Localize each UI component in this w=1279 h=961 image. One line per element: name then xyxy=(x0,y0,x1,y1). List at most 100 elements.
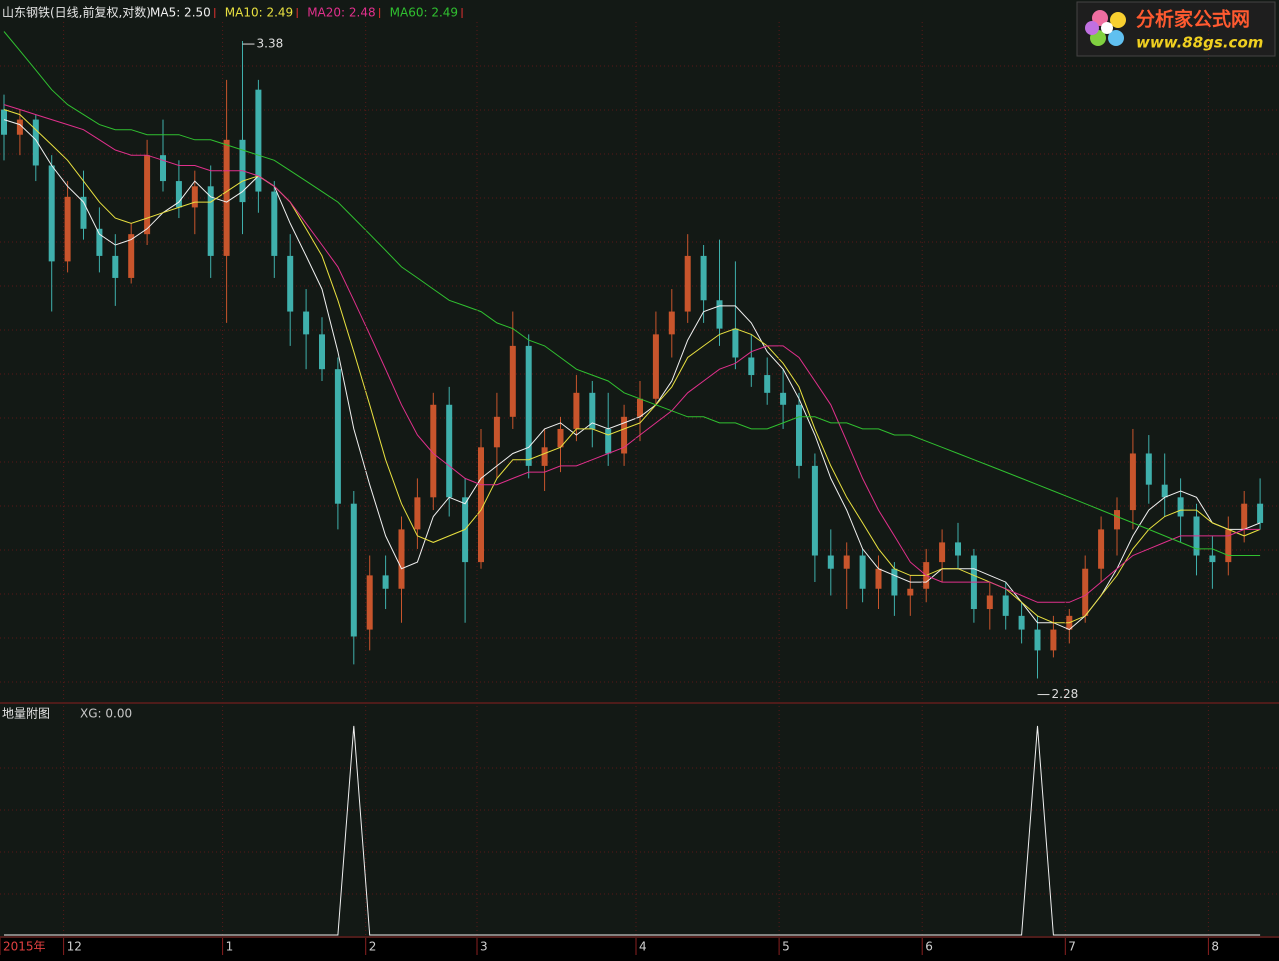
candle-body xyxy=(1161,484,1168,498)
flower-center xyxy=(1101,22,1113,34)
candle-body xyxy=(96,228,103,256)
candle-body xyxy=(207,186,214,256)
candle-body xyxy=(716,300,723,329)
candle-body xyxy=(32,119,39,166)
candle-body xyxy=(955,542,961,556)
candle-body xyxy=(986,595,993,610)
candle-body xyxy=(350,503,357,637)
x-tick-label: 5 xyxy=(782,940,790,954)
candle-body xyxy=(605,428,612,454)
candle-body xyxy=(144,155,151,235)
candle-body xyxy=(493,416,500,448)
candle-body xyxy=(366,575,373,630)
candle-body xyxy=(16,119,23,135)
candle-body xyxy=(891,568,898,596)
candle-body xyxy=(1257,503,1264,523)
x-tick-label: 12 xyxy=(67,940,82,954)
candle-body xyxy=(175,181,182,208)
candle-body xyxy=(748,357,755,376)
x-tick-label: 7 xyxy=(1068,940,1076,954)
ma-line xyxy=(3,31,1261,556)
ma-line xyxy=(3,119,1261,631)
legend-entry: MA5: 2.50 xyxy=(150,6,211,20)
candle-body xyxy=(271,191,278,256)
candle-body xyxy=(525,345,532,466)
candle-body xyxy=(668,311,675,335)
candle-body xyxy=(255,89,262,192)
candle-body xyxy=(1209,555,1216,563)
x-tick-label: 6 xyxy=(925,940,933,954)
candle-body xyxy=(621,416,628,454)
candle-body xyxy=(589,392,596,429)
candle-body xyxy=(1177,497,1184,517)
legend-entry: MA10: 2.49 xyxy=(225,6,293,20)
candle-body xyxy=(287,255,294,312)
candle-body xyxy=(446,404,453,498)
candle-body xyxy=(382,575,389,589)
candle-body xyxy=(573,392,580,429)
panel-title: 地量附图 xyxy=(2,707,50,721)
candle-body xyxy=(843,555,850,569)
candle-body xyxy=(541,447,548,466)
candle-body xyxy=(1082,568,1089,616)
candle-body xyxy=(1145,453,1152,485)
candle-body xyxy=(160,155,166,182)
candle-body xyxy=(796,404,802,466)
candle-body xyxy=(1050,629,1057,651)
petal xyxy=(1110,12,1126,28)
annotation: 3.38 xyxy=(257,37,284,51)
candle-body xyxy=(780,392,787,405)
x-tick-label: 8 xyxy=(1211,940,1219,954)
candle-body xyxy=(303,311,310,335)
candle-body xyxy=(700,255,707,301)
candle-body xyxy=(1114,510,1120,530)
candle-body xyxy=(191,186,198,208)
candle-body xyxy=(557,428,564,448)
candle-body xyxy=(907,588,914,596)
x-tick-label: 2015年 xyxy=(3,940,46,954)
candle-body xyxy=(732,328,739,358)
candle-body xyxy=(652,334,659,399)
candle-body xyxy=(334,369,341,504)
petal xyxy=(1092,10,1108,26)
candle-body xyxy=(1241,503,1248,530)
petal xyxy=(1085,21,1099,35)
candle-body xyxy=(875,568,882,589)
candle-body xyxy=(509,345,516,417)
legend-entry: MA20: 2.48 xyxy=(307,6,375,20)
petal xyxy=(1108,30,1124,46)
candle-body xyxy=(811,465,818,556)
candle-body xyxy=(128,234,135,278)
x-tick-label: 3 xyxy=(480,940,488,954)
ma-line xyxy=(3,109,1261,624)
candle-body xyxy=(1002,595,1009,616)
candle-body xyxy=(430,404,437,498)
indicator-line xyxy=(4,725,1261,936)
candle-body xyxy=(414,497,421,530)
logo: 分析家公式网 www.88gs.com xyxy=(1076,1,1276,57)
candle-body xyxy=(939,542,946,563)
chart-title: 山东钢铁(日线,前复权,对数) xyxy=(2,5,151,20)
x-tick-label: 2 xyxy=(369,940,377,954)
candle-body xyxy=(1225,529,1232,563)
legend-entry: MA60: 2.49 xyxy=(390,6,458,20)
candle-body xyxy=(319,334,325,370)
candle-body xyxy=(112,255,119,278)
candle-body xyxy=(478,447,484,563)
candle-body xyxy=(1018,615,1025,630)
candle-body xyxy=(859,555,866,589)
candle-body xyxy=(637,398,643,417)
ma-line xyxy=(3,104,1261,603)
candle-body xyxy=(764,375,771,393)
logo-url: www.88gs.com xyxy=(1136,34,1263,52)
x-tick-label: 4 xyxy=(639,940,647,954)
axis-bar xyxy=(0,938,1279,961)
candle-body xyxy=(398,529,405,589)
candle-body xyxy=(80,196,87,229)
candle-body xyxy=(684,255,691,312)
candle-body xyxy=(827,555,834,569)
candle-body xyxy=(1034,629,1041,651)
x-tick-label: 1 xyxy=(226,940,234,954)
